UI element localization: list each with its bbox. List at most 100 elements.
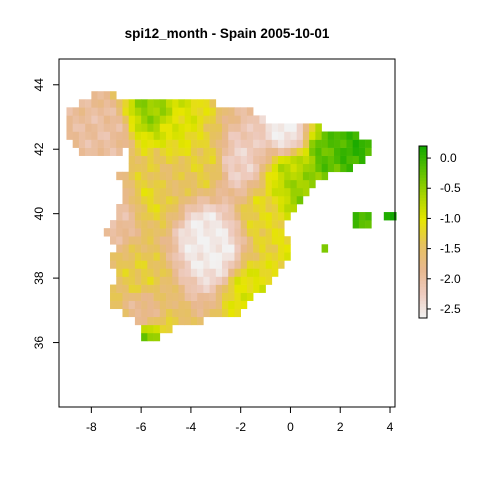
raster-cell	[209, 115, 217, 124]
raster-cell	[134, 115, 142, 124]
raster-cell	[116, 212, 123, 221]
raster-cell	[340, 139, 347, 148]
raster-cell	[278, 187, 285, 197]
raster-cell	[178, 195, 185, 205]
raster-cell	[128, 99, 136, 108]
raster-cell	[159, 123, 167, 132]
raster-cell	[209, 107, 217, 116]
raster-cell	[97, 115, 105, 124]
raster-cell	[253, 155, 260, 165]
raster-cell	[315, 123, 322, 132]
raster-cell	[91, 147, 98, 156]
raster-cell	[147, 316, 154, 326]
raster-cell	[215, 155, 223, 165]
raster-cell	[234, 163, 241, 173]
raster-cell	[159, 324, 167, 334]
raster-cell	[122, 268, 129, 277]
colorbar-swatch	[419, 303, 427, 307]
raster-cell	[327, 147, 335, 156]
raster-cell	[228, 131, 235, 140]
raster-cell	[234, 147, 241, 156]
raster-cell	[190, 187, 198, 197]
raster-cell	[234, 131, 241, 140]
raster-cell	[134, 300, 142, 310]
raster-cell	[203, 252, 210, 261]
raster-cell	[215, 252, 223, 261]
raster-cell	[172, 316, 179, 326]
raster-cell	[172, 268, 179, 277]
raster-cell	[153, 308, 161, 318]
raster-cell	[290, 179, 297, 189]
raster-cell	[284, 212, 291, 221]
raster-cell	[203, 284, 210, 293]
raster-cell	[240, 236, 248, 245]
raster-cell	[172, 115, 179, 124]
raster-cell	[209, 139, 217, 148]
raster-cell	[166, 220, 173, 229]
raster-cell	[383, 212, 391, 221]
raster-cell	[184, 292, 192, 301]
raster-cell	[147, 163, 154, 173]
raster-cell	[85, 123, 92, 132]
raster-cell	[278, 228, 285, 237]
raster-cell	[215, 163, 223, 173]
raster-cell	[197, 204, 204, 213]
raster-cell	[141, 131, 148, 140]
raster-cell	[166, 228, 173, 237]
raster-cell	[147, 228, 154, 237]
raster-cell	[166, 204, 173, 213]
raster-cell	[278, 139, 285, 148]
raster-cell	[110, 123, 117, 132]
raster-cell	[184, 268, 192, 277]
raster-cell	[66, 123, 73, 132]
raster-cell	[209, 99, 217, 108]
raster-cell	[284, 155, 291, 165]
raster-cell	[246, 163, 254, 173]
raster-cell	[346, 147, 353, 156]
raster-cell	[203, 212, 210, 221]
raster-cell	[222, 260, 229, 269]
raster-cell	[72, 131, 80, 140]
raster-cell	[253, 260, 260, 269]
raster-cell	[234, 252, 241, 261]
raster-cell	[309, 171, 316, 181]
raster-cell	[215, 195, 223, 205]
raster-cell	[172, 252, 179, 261]
raster-cell	[259, 123, 266, 132]
raster-cell	[141, 316, 148, 326]
raster-cell	[271, 187, 279, 197]
raster-cell	[197, 292, 204, 301]
raster-cell	[184, 308, 192, 318]
raster-cell	[116, 139, 123, 148]
raster-cell	[209, 212, 217, 221]
raster-cell	[234, 115, 241, 124]
raster-cell	[296, 139, 304, 148]
raster-cell	[178, 187, 185, 197]
raster-cell	[215, 292, 223, 301]
raster-cell	[234, 195, 241, 205]
raster-cell	[278, 220, 285, 229]
raster-cell	[190, 308, 198, 318]
colorbar-swatch	[419, 266, 427, 270]
colorbar-swatch	[419, 151, 427, 155]
raster-cell	[246, 252, 254, 261]
raster-cell	[134, 260, 142, 269]
colorbar-swatch	[419, 300, 427, 305]
raster-cell	[184, 220, 192, 229]
raster-cell	[246, 236, 254, 245]
raster-cell	[178, 115, 185, 124]
raster-cell	[153, 228, 161, 237]
raster-cell	[327, 163, 335, 173]
raster-cell	[147, 268, 154, 277]
raster-cell	[141, 244, 148, 253]
raster-cell	[265, 276, 273, 285]
raster-cell	[296, 155, 304, 165]
raster-cell	[265, 220, 273, 229]
raster-cell	[190, 139, 198, 148]
raster-cell	[178, 155, 185, 165]
raster-cell	[222, 244, 229, 253]
raster-cell	[116, 171, 123, 181]
raster-cell	[302, 147, 310, 156]
raster-cell	[122, 187, 129, 197]
raster-cell	[172, 308, 179, 318]
